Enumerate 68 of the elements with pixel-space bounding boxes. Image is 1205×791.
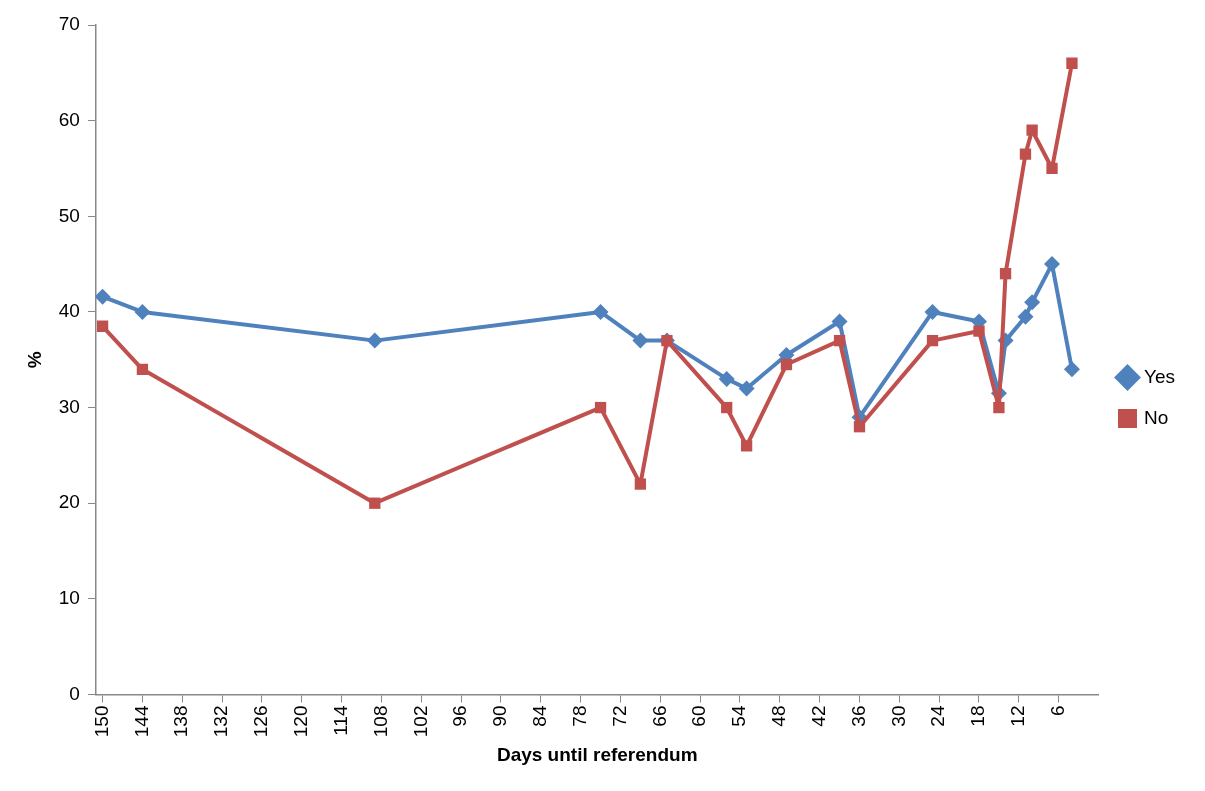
x-tick-label: 36 bbox=[847, 705, 869, 727]
point bbox=[831, 313, 848, 330]
x-tick-label: 78 bbox=[568, 705, 590, 727]
point bbox=[632, 332, 649, 349]
point bbox=[1024, 294, 1041, 311]
y-tick-label: 0 bbox=[69, 682, 80, 704]
x-tick-label: 48 bbox=[768, 705, 790, 727]
x-tick-label: 144 bbox=[130, 705, 152, 738]
x-tick-label: 132 bbox=[210, 705, 232, 738]
x-tick-label: 126 bbox=[250, 705, 272, 738]
x-tick-label: 54 bbox=[728, 705, 750, 727]
point bbox=[924, 303, 941, 320]
point bbox=[134, 303, 151, 320]
point bbox=[833, 334, 846, 347]
point bbox=[592, 303, 609, 320]
x-tick-label: 60 bbox=[688, 705, 710, 727]
point bbox=[999, 268, 1012, 280]
y-tick-label: 70 bbox=[58, 13, 80, 35]
point bbox=[369, 497, 381, 509]
y-axis-title: % bbox=[23, 351, 45, 369]
legend-label: Yes bbox=[1144, 365, 1175, 387]
x-tick-label: 102 bbox=[409, 705, 431, 738]
point bbox=[780, 358, 793, 371]
point bbox=[136, 363, 149, 375]
point bbox=[594, 401, 607, 414]
x-tick-label: 66 bbox=[648, 705, 670, 727]
point bbox=[1026, 124, 1038, 136]
point bbox=[721, 401, 733, 414]
point bbox=[1046, 162, 1058, 175]
legend-label: No bbox=[1144, 406, 1169, 428]
y-tick-label: 10 bbox=[58, 587, 80, 609]
point bbox=[95, 288, 111, 305]
x-tick-label: 120 bbox=[289, 705, 311, 738]
point bbox=[1019, 148, 1032, 160]
x-tick-label: 12 bbox=[1007, 705, 1029, 727]
x-tick-label: 90 bbox=[489, 705, 511, 727]
x-tick-label: 6 bbox=[1046, 705, 1068, 717]
point bbox=[926, 334, 939, 347]
x-tick-label: 108 bbox=[369, 705, 391, 738]
x-tick-label: 150 bbox=[90, 705, 112, 738]
x-axis-title: Days until referendum bbox=[496, 743, 698, 765]
y-tick-label: 60 bbox=[58, 108, 80, 130]
point bbox=[1044, 256, 1061, 273]
x-tick-label: 84 bbox=[529, 705, 551, 727]
x-tick-label: 30 bbox=[887, 705, 909, 727]
point bbox=[853, 421, 866, 433]
x-tick-label: 72 bbox=[608, 705, 630, 727]
y-tick-label: 20 bbox=[58, 491, 80, 513]
x-tick-label: 114 bbox=[329, 705, 351, 736]
point bbox=[718, 370, 735, 387]
point bbox=[634, 478, 647, 490]
point bbox=[1017, 308, 1034, 325]
y-tick-label: 40 bbox=[58, 300, 80, 322]
x-tick-label: 18 bbox=[967, 705, 989, 727]
point bbox=[1066, 57, 1078, 69]
point bbox=[973, 325, 985, 337]
x-tick-label: 24 bbox=[927, 705, 949, 727]
y-tick-label: 50 bbox=[58, 204, 80, 226]
x-tick-label: 42 bbox=[807, 705, 829, 727]
x-tick-label: 138 bbox=[170, 705, 192, 738]
point bbox=[740, 440, 753, 452]
point bbox=[738, 380, 755, 397]
y-tick-label: 30 bbox=[58, 395, 80, 417]
point bbox=[96, 320, 109, 332]
point bbox=[1063, 361, 1080, 378]
point bbox=[366, 332, 383, 349]
x-tick-label: 96 bbox=[449, 705, 471, 727]
point bbox=[993, 401, 1005, 414]
